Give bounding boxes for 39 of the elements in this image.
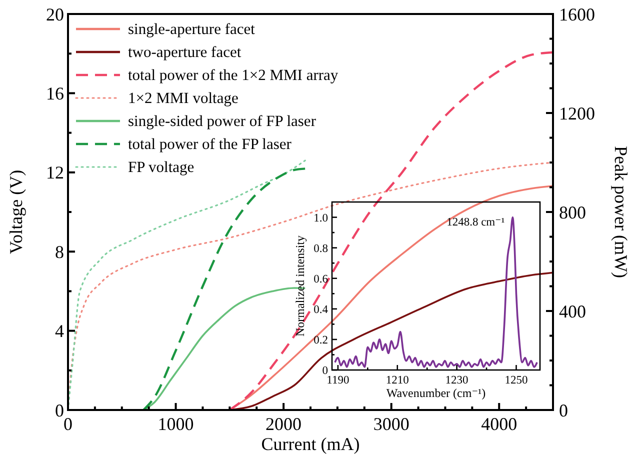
x-tick-label: 1250 [504,374,528,386]
y-axis-title: Voltage (V) [6,170,26,254]
y2-tick-label: 1600 [559,4,595,24]
x-axis-title: Wavenumber (cm⁻¹) [386,386,486,400]
y-tick-label: 0 [322,365,328,378]
x-tick-label: 1000 [158,414,194,434]
x-tick-label: 1230 [445,374,469,386]
y2-tick-label: 1200 [559,103,595,124]
legend-label: two-aperture facet [128,44,242,61]
legend-label: single-aperture facet [128,21,256,38]
legend-label: total power of the FP laser [128,136,292,153]
x-tick-label: 4000 [481,414,518,434]
y-tick-label: 16 [46,84,64,104]
y-tick-label: 0.8 [314,242,328,255]
y-tick-label: 0.6 [314,273,328,286]
y-tick-label: 1.0 [314,212,328,224]
y2-tick-label: 800 [559,202,586,222]
x-tick-label: 2000 [266,414,302,434]
y-tick-label: 0.2 [314,334,328,346]
legend-label: total power of the 1×2 MMI array [128,67,338,84]
y-tick-label: 20 [46,4,64,24]
y-axis-title: Normalized intensity [293,236,307,336]
legend-label: FP voltage [128,159,194,176]
line-series [334,216,538,368]
y2-tick-label: 400 [559,301,586,322]
x-tick-label: 1190 [326,374,350,386]
y-tick-label: 8 [55,242,64,262]
y-tick-label: 4 [55,321,64,342]
x-tick-label: 1210 [386,374,410,386]
y-tick-label: 0 [55,400,64,420]
y-tick-label: 0.4 [314,304,328,316]
y-tick-label: 12 [46,162,64,183]
annotation: 1248.8 cm⁻¹ [446,216,506,228]
legend-label: 1×2 MMI voltage [128,90,238,107]
y2-tick-label: 0 [559,400,568,420]
x-axis-title: Current (mA) [261,434,360,454]
y2-axis-title: Peak power (mW) [611,146,631,278]
x-tick-label: 3000 [373,414,410,434]
legend-label: single-sided power of FP laser [128,113,317,130]
